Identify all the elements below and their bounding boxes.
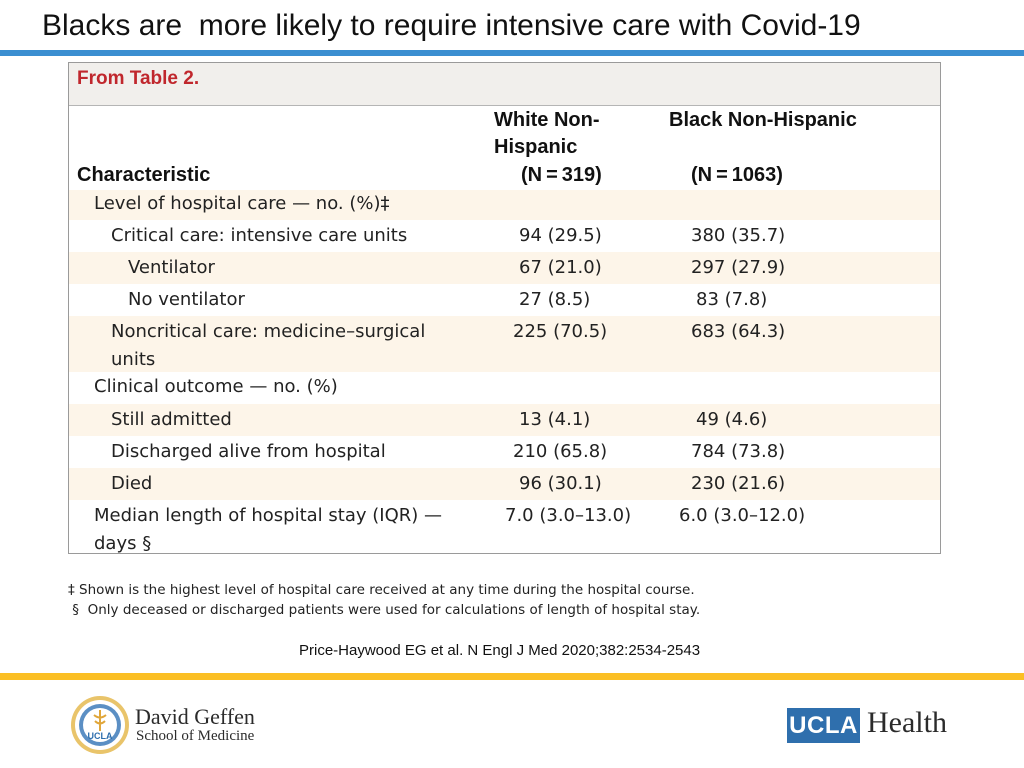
footnote-care-level: ‡ Shown is the highest level of hospital…	[68, 582, 695, 598]
table-caption: From Table 2.	[69, 63, 940, 106]
row-white-value: 225 (70.5)	[513, 321, 608, 342]
table-row: Discharged alive from hospital 210 (65.8…	[69, 436, 940, 468]
row-white-value: 27 (8.5)	[519, 289, 591, 310]
table-row: Noncritical care: medicine–surgical unit…	[69, 316, 940, 372]
row-white-value: 210 (65.8)	[513, 441, 608, 462]
table-row: Clinical outcome — no. (%)	[69, 372, 940, 404]
header-white-n: (N = 319)	[521, 164, 602, 186]
ucla-logo-box: UCLA	[787, 708, 860, 743]
row-label: Ventilator	[128, 257, 215, 278]
slide-title: Blacks are more likely to require intens…	[42, 9, 861, 42]
row-label: Clinical outcome — no. (%)	[94, 376, 338, 397]
row-black-value: 380 (35.7)	[691, 225, 786, 246]
header-black-line1: Black Non-Hispanic	[669, 109, 857, 131]
row-label: Critical care: intensive care units	[111, 225, 408, 246]
dgsom-school: School of Medicine	[136, 728, 255, 744]
table-row: No ventilator 27 (8.5) 83 (7.8)	[69, 284, 940, 316]
row-label: Died	[111, 473, 153, 494]
row-black-value: 83 (7.8)	[696, 289, 768, 310]
table-row: Critical care: intensive care units 94 (…	[69, 220, 940, 252]
row-black-value: 297 (27.9)	[691, 257, 786, 278]
table-row: Still admitted 13 (4.1) 49 (4.6)	[69, 404, 940, 436]
citation: Price-Haywood EG et al. N Engl J Med 202…	[299, 642, 701, 659]
row-label: Still admitted	[111, 409, 232, 430]
footer-divider	[0, 673, 1024, 680]
row-black-value: 230 (21.6)	[691, 473, 786, 494]
row-white-value: 96 (30.1)	[519, 473, 602, 494]
header-characteristic: Characteristic	[77, 164, 211, 186]
table-row: Level of hospital care — no. (%)‡	[69, 190, 940, 220]
row-black-value: 6.0 (3.0–12.0)	[679, 505, 806, 526]
row-white-value: 13 (4.1)	[519, 409, 591, 430]
row-white-value: 67 (21.0)	[519, 257, 602, 278]
row-label: Noncritical care: medicine–surgical unit…	[111, 321, 426, 370]
row-label: Median length of hospital stay (IQR) — d…	[94, 505, 442, 554]
table-row: Ventilator 67 (21.0) 297 (27.9)	[69, 252, 940, 284]
row-label: No ventilator	[128, 289, 245, 310]
title-divider	[0, 50, 1024, 56]
header-white-line2: Hispanic	[494, 136, 578, 158]
row-label: Level of hospital care — no. (%)‡	[94, 193, 390, 214]
row-white-value: 94 (29.5)	[519, 225, 602, 246]
row-black-value: 784 (73.8)	[691, 441, 786, 462]
dgsom-seal-logo: UCLA	[71, 696, 129, 754]
row-white-value: 7.0 (3.0–13.0)	[505, 505, 632, 526]
footnote-length-of-stay: § Only deceased or discharged patients w…	[68, 602, 701, 618]
header-black-n: (N = 1063)	[691, 164, 783, 186]
table-row: Median length of hospital stay (IQR) — d…	[69, 500, 940, 554]
row-black-value: 683 (64.3)	[691, 321, 786, 342]
ucla-health-wordmark: Health	[867, 706, 947, 739]
row-label: Discharged alive from hospital	[111, 441, 386, 462]
data-table: From Table 2. White Non- Hispanic Black …	[68, 62, 941, 554]
row-black-value: 49 (4.6)	[696, 409, 768, 430]
dgsom-name: David Geffen	[135, 704, 255, 729]
table-row: Died 96 (30.1) 230 (21.6)	[69, 468, 940, 500]
header-white-line1: White Non-	[494, 109, 600, 131]
dgsom-seal-text: UCLA	[88, 731, 113, 741]
